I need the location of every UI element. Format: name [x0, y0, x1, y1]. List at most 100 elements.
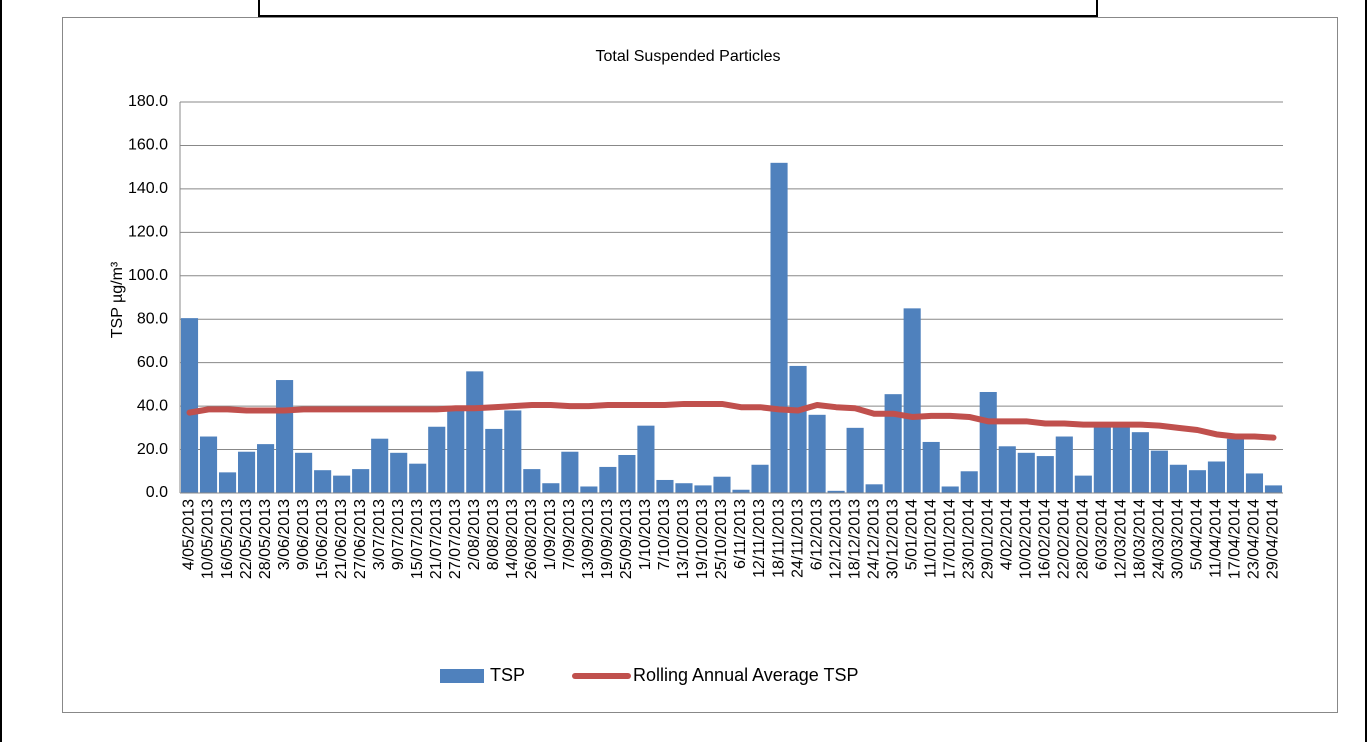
x-tick-label: 19/09/2013 — [599, 499, 616, 579]
x-tick-label: 12/11/2013 — [751, 499, 768, 578]
legend-label: Rolling Annual Average TSP — [633, 665, 859, 685]
x-tick-label: 4/05/2013 — [181, 499, 198, 570]
x-tick-label: 18/12/2013 — [846, 499, 863, 579]
x-tick-label: 17/04/2014 — [1227, 499, 1244, 579]
x-tick-label: 24/12/2013 — [865, 499, 882, 579]
x-tick-label: 1/09/2013 — [542, 499, 559, 570]
x-tick-label: 13/10/2013 — [675, 499, 692, 579]
y-tick-label: 160.0 — [128, 137, 168, 154]
x-tick-label: 21/06/2013 — [333, 499, 350, 579]
bar — [884, 394, 902, 493]
bar — [390, 452, 408, 493]
y-tick-label: 80.0 — [137, 310, 168, 327]
x-tick-label: 5/04/2014 — [1189, 499, 1206, 570]
bar — [1188, 470, 1206, 493]
bar — [295, 452, 313, 493]
bar — [371, 438, 389, 493]
y-tick-label: 40.0 — [137, 397, 168, 414]
bar — [1207, 461, 1225, 493]
bar — [922, 441, 940, 493]
bar — [485, 428, 503, 493]
bar — [1169, 464, 1187, 493]
x-tick-label: 22/05/2013 — [238, 499, 255, 579]
bar — [1017, 452, 1035, 493]
x-tick-label: 6/11/2013 — [732, 499, 749, 569]
bar — [789, 365, 807, 493]
x-tick-label: 26/08/2013 — [523, 499, 540, 579]
x-tick-label: 15/06/2013 — [314, 499, 331, 579]
bar — [1131, 432, 1149, 493]
bar — [1112, 423, 1130, 493]
bar — [732, 489, 750, 493]
x-tick-label: 18/03/2014 — [1132, 499, 1149, 579]
x-tick-label: 16/05/2013 — [219, 499, 236, 579]
bar — [447, 410, 465, 493]
bar — [1226, 438, 1245, 493]
x-tick-label: 30/12/2013 — [884, 499, 901, 579]
bar — [675, 483, 693, 493]
bar — [903, 308, 921, 493]
x-tick-label: 16/02/2014 — [1037, 499, 1054, 579]
header-box — [258, 0, 1098, 17]
bar — [998, 446, 1016, 493]
bar — [599, 466, 617, 493]
x-tick-label: 24/03/2014 — [1151, 499, 1168, 579]
bar — [751, 464, 769, 493]
y-tick-label: 180.0 — [128, 93, 168, 110]
x-tick-label: 18/11/2013 — [770, 499, 787, 578]
legend-label: TSP — [490, 665, 525, 685]
bar — [333, 475, 351, 493]
y-tick-label: 0.0 — [146, 484, 168, 501]
bar — [960, 471, 978, 493]
bar — [352, 469, 370, 493]
bar — [1074, 475, 1092, 493]
bar — [218, 472, 237, 493]
bar — [1055, 436, 1073, 493]
x-tick-label: 30/03/2014 — [1170, 499, 1187, 579]
x-tick-label: 11/01/2014 — [922, 499, 939, 578]
x-tick-label: 6/03/2014 — [1094, 499, 1111, 570]
bar — [865, 484, 883, 493]
x-tick-label: 9/07/2013 — [390, 499, 407, 570]
bar — [979, 391, 997, 493]
x-tick-label: 10/05/2013 — [200, 499, 217, 579]
bar — [808, 414, 826, 493]
x-tick-label: 8/08/2013 — [485, 499, 502, 570]
bar — [713, 476, 731, 493]
x-tick-label: 23/01/2014 — [960, 499, 977, 579]
bar — [276, 380, 294, 493]
bar — [523, 469, 541, 493]
bar — [580, 486, 598, 493]
x-tick-label: 3/07/2013 — [371, 499, 388, 570]
x-tick-label: 11/04/2014 — [1208, 499, 1225, 578]
bar — [941, 486, 959, 493]
y-tick-label: 60.0 — [137, 354, 168, 371]
x-tick-label: 22/02/2014 — [1056, 499, 1073, 579]
bar — [637, 425, 655, 493]
x-tick-label: 7/09/2013 — [561, 499, 578, 570]
x-tick-label: 23/04/2014 — [1246, 499, 1263, 579]
x-tick-label: 29/04/2014 — [1265, 499, 1282, 579]
bar — [199, 436, 218, 493]
x-tick-label: 21/07/2013 — [428, 499, 445, 579]
bar — [827, 490, 845, 493]
bar — [428, 426, 446, 493]
x-tick-label: 25/10/2013 — [713, 499, 730, 579]
chart-frame — [62, 17, 1338, 713]
bar — [694, 485, 712, 493]
x-tick-label: 14/08/2013 — [504, 499, 521, 579]
x-tick-label: 24/11/2013 — [789, 499, 806, 578]
bar — [846, 427, 864, 493]
x-tick-label: 5/01/2014 — [903, 499, 920, 570]
x-tick-label: 10/02/2014 — [1017, 499, 1034, 579]
x-tick-label: 7/10/2013 — [656, 499, 673, 570]
bar — [561, 451, 579, 493]
bar — [1093, 425, 1111, 493]
x-tick-label: 27/07/2013 — [447, 499, 464, 579]
bar — [504, 410, 522, 493]
y-tick-label: 100.0 — [128, 267, 168, 284]
x-tick-label: 13/09/2013 — [580, 499, 597, 579]
x-tick-label: 12/12/2013 — [827, 499, 844, 579]
bar — [409, 463, 427, 493]
bar — [1036, 456, 1054, 493]
